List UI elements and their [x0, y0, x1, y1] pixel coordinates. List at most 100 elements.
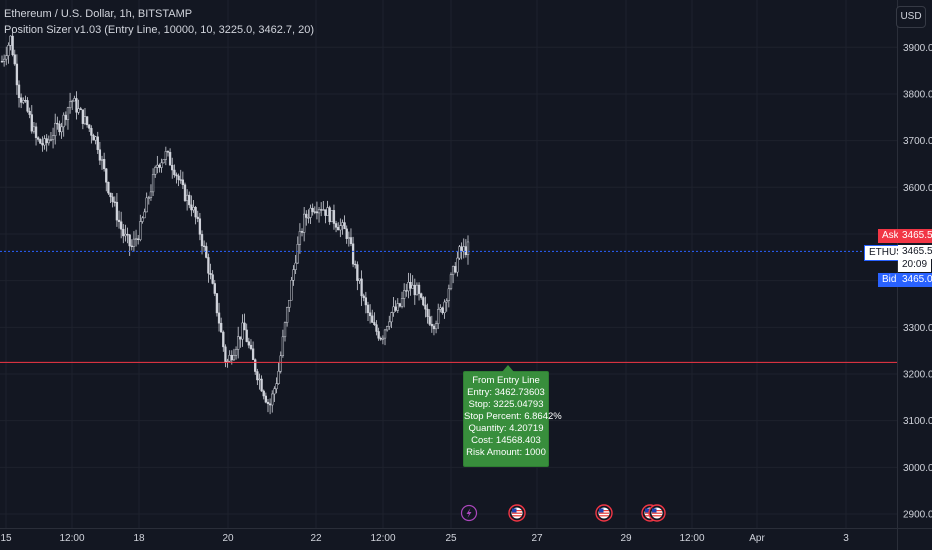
x-tick-label: 29 — [620, 533, 632, 544]
candle-body — [230, 354, 233, 361]
us-flag-icon-canton — [645, 508, 650, 513]
candle — [85, 116, 89, 128]
candle — [245, 323, 248, 343]
candle-body — [360, 278, 363, 297]
candle — [92, 133, 95, 141]
candle — [196, 210, 199, 223]
candle — [175, 172, 178, 184]
symbol-title[interactable]: Ethereum / U.S. Dollar, 1h, BITSTAMP — [4, 8, 193, 20]
candle-body — [96, 136, 99, 150]
last-price-value: 3465.5 — [898, 245, 932, 259]
candle — [417, 282, 421, 301]
candle — [237, 326, 240, 359]
candle — [307, 209, 310, 224]
candle — [464, 239, 468, 258]
candle — [249, 339, 253, 351]
candle-body — [149, 191, 153, 199]
candle-body — [407, 281, 410, 292]
candle — [256, 368, 259, 386]
candle — [422, 296, 425, 307]
candle — [241, 314, 244, 347]
candle-body — [373, 322, 376, 325]
candle — [166, 150, 170, 157]
candle — [462, 238, 465, 259]
candle-body — [445, 300, 448, 303]
us-flag-icon-stripe — [512, 510, 522, 512]
candle-body — [292, 269, 295, 281]
candle-body — [205, 246, 208, 258]
candle-body — [245, 329, 248, 342]
candle — [264, 392, 268, 404]
candle — [154, 165, 157, 178]
candle-body — [62, 114, 65, 128]
bar-countdown: 20:09 — [898, 258, 932, 272]
candle-body — [428, 316, 431, 325]
candle — [334, 220, 338, 233]
candle-body — [420, 293, 423, 298]
candle-body — [313, 211, 316, 213]
candle-body — [307, 217, 310, 219]
candle-body — [466, 241, 470, 256]
candle — [11, 29, 14, 57]
indicator-legend[interactable]: Position Sizer v1.03 (Entry Line, 10000,… — [4, 24, 315, 36]
candle — [398, 302, 402, 308]
candle-body — [298, 231, 302, 245]
candle — [339, 218, 342, 238]
candle — [358, 278, 361, 284]
candle — [83, 107, 87, 126]
candle — [328, 205, 331, 225]
candlestick-series — [0, 29, 470, 415]
candle — [66, 106, 70, 130]
candle — [120, 211, 123, 239]
candle-body — [190, 204, 193, 211]
lightning-icon[interactable] — [460, 504, 478, 522]
candle — [413, 278, 416, 305]
candle — [126, 227, 129, 244]
candle — [26, 97, 29, 113]
candle — [151, 168, 155, 196]
candle — [173, 164, 176, 178]
candle — [426, 303, 429, 324]
candle-body — [128, 234, 131, 247]
candle — [428, 309, 431, 326]
candle-body — [122, 228, 125, 237]
candle-body — [379, 337, 382, 340]
candle — [109, 192, 112, 203]
us-flag-icon[interactable] — [595, 504, 613, 522]
us-flag-icon[interactable] — [508, 504, 526, 522]
candle — [47, 135, 50, 146]
candle-body — [405, 290, 408, 292]
candle-body — [432, 325, 436, 330]
candle — [90, 125, 93, 144]
candle — [228, 350, 231, 363]
candle-body — [37, 137, 40, 140]
candle-body — [345, 228, 348, 239]
candle — [320, 202, 323, 217]
candle-body — [47, 139, 50, 144]
candle — [81, 109, 85, 130]
us-flag-icon-canton — [599, 508, 604, 513]
lightning-icon-bolt — [466, 508, 472, 518]
x-tick-label: 12:00 — [679, 533, 704, 544]
candle-body — [132, 238, 136, 247]
candle-body — [17, 84, 21, 98]
candle-body — [447, 288, 450, 301]
candle — [232, 348, 236, 361]
candle-body — [275, 383, 278, 390]
candle — [343, 215, 346, 230]
candle-body — [130, 245, 133, 247]
candle-body — [56, 122, 59, 125]
us-flag-icon[interactable] — [648, 504, 666, 522]
currency-button[interactable]: USD — [896, 6, 926, 28]
candle — [128, 234, 131, 256]
candle — [434, 320, 438, 334]
candle — [275, 377, 278, 394]
candle-body — [409, 281, 412, 289]
candle — [217, 302, 221, 332]
candle — [115, 192, 119, 227]
candle — [71, 99, 74, 110]
candle-body — [271, 393, 274, 406]
candle — [100, 155, 104, 170]
candle — [388, 315, 391, 330]
